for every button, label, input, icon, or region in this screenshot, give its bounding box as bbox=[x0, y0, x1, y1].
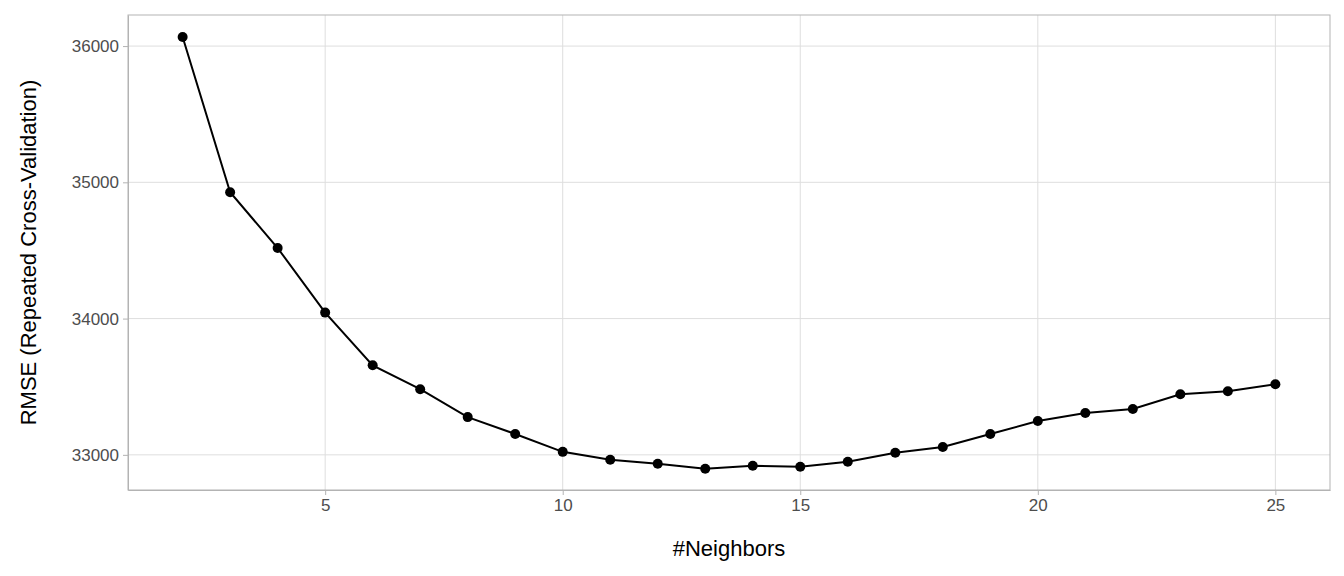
grid-line-y bbox=[128, 182, 1330, 183]
y-axis-tick: 33000 bbox=[72, 446, 128, 465]
point bbox=[1175, 389, 1185, 399]
grid-line-x bbox=[325, 15, 326, 490]
marks bbox=[178, 32, 1281, 474]
point bbox=[1033, 416, 1043, 426]
point bbox=[320, 308, 330, 318]
point bbox=[1128, 404, 1138, 414]
point bbox=[1223, 386, 1233, 396]
point bbox=[985, 429, 995, 439]
point bbox=[368, 360, 378, 370]
x-axis-tick: 5 bbox=[321, 490, 330, 515]
point bbox=[700, 464, 710, 474]
grid-line-x bbox=[562, 15, 563, 490]
x-axis: 5 10 15 20 25 bbox=[129, 490, 1331, 515]
x-axis-tick: 15 bbox=[791, 490, 810, 515]
x-axis-tick-label: 5 bbox=[321, 496, 330, 515]
point bbox=[463, 412, 473, 422]
y-axis-tick-label: 35000 bbox=[72, 173, 119, 192]
x-axis-tick-label: 25 bbox=[1266, 496, 1285, 515]
point bbox=[1080, 408, 1090, 418]
point bbox=[653, 459, 663, 469]
point bbox=[510, 429, 520, 439]
y-axis-tick-label: 33000 bbox=[72, 446, 119, 465]
y-axis-title: RMSE (Repeated Cross-Validation) bbox=[16, 80, 41, 426]
x-axis-tick: 25 bbox=[1266, 490, 1285, 515]
grid bbox=[128, 15, 1330, 490]
x-axis-tick-mark bbox=[325, 490, 326, 495]
x-axis-title: #Neighbors bbox=[673, 536, 786, 561]
grid-line-y bbox=[128, 46, 1330, 47]
panel-background bbox=[128, 15, 1330, 490]
x-axis-tick-mark bbox=[800, 490, 801, 495]
y-axis-tick-label: 34000 bbox=[72, 310, 119, 329]
x-axis-tick-mark bbox=[563, 490, 564, 495]
point bbox=[415, 384, 425, 394]
point bbox=[178, 32, 188, 42]
chart: 5 10 15 20 25 33000 34000 35000 36000 #Neighbors R… bbox=[0, 0, 1344, 576]
y-axis-tick: 35000 bbox=[72, 173, 128, 192]
grid-line-y bbox=[128, 454, 1330, 455]
line bbox=[183, 37, 1276, 469]
x-axis-tick: 20 bbox=[1029, 490, 1048, 515]
y-axis-tick-mark bbox=[123, 182, 128, 183]
x-axis-tick-label: 15 bbox=[791, 496, 810, 515]
point bbox=[795, 462, 805, 472]
y-axis-tick: 36000 bbox=[72, 37, 128, 56]
y-axis-tick-mark bbox=[123, 46, 128, 47]
point bbox=[558, 447, 568, 457]
y-axis: 33000 34000 35000 36000 bbox=[72, 16, 129, 491]
panel-border bbox=[128, 15, 1330, 490]
x-axis-tick: 10 bbox=[554, 490, 573, 515]
point bbox=[1270, 379, 1280, 389]
grid-line-x bbox=[800, 15, 801, 490]
plot-area: 5 10 15 20 25 33000 34000 35000 36000 bbox=[72, 15, 1331, 515]
x-axis-tick-label: 20 bbox=[1029, 496, 1048, 515]
grid-line-y bbox=[128, 318, 1330, 319]
x-axis-tick-label: 10 bbox=[554, 496, 573, 515]
grid-line-x bbox=[1275, 15, 1276, 490]
point bbox=[938, 442, 948, 452]
x-axis-tick-mark bbox=[1038, 490, 1039, 495]
y-axis-tick-mark bbox=[123, 319, 128, 320]
point bbox=[605, 455, 615, 465]
x-axis-tick-mark bbox=[1275, 490, 1276, 495]
y-axis-tick-mark bbox=[123, 455, 128, 456]
point bbox=[273, 243, 283, 253]
point bbox=[225, 187, 235, 197]
point bbox=[843, 457, 853, 467]
y-axis-tick-label: 36000 bbox=[72, 37, 119, 56]
point bbox=[890, 448, 900, 458]
point bbox=[748, 461, 758, 471]
y-axis-tick: 34000 bbox=[72, 310, 128, 329]
